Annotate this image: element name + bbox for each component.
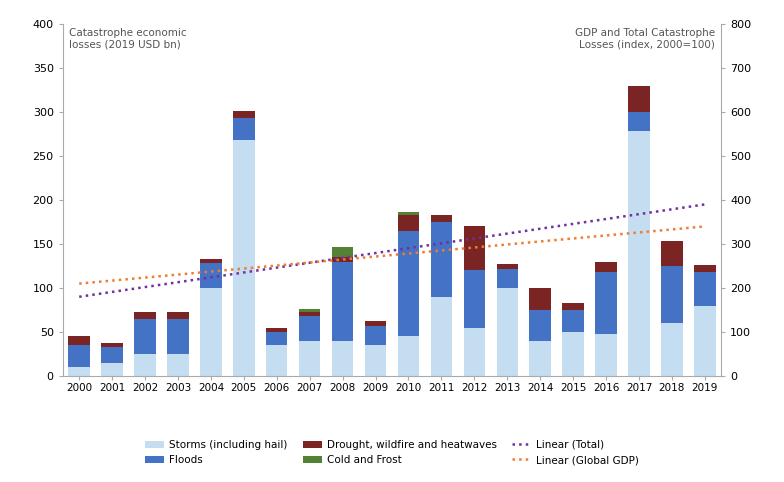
- Bar: [595, 262, 617, 272]
- Bar: [134, 312, 156, 319]
- Bar: [529, 310, 551, 341]
- Bar: [661, 323, 683, 376]
- Bar: [68, 367, 90, 376]
- Bar: [529, 288, 551, 310]
- Bar: [266, 345, 288, 376]
- Bar: [167, 354, 189, 376]
- Bar: [332, 247, 354, 257]
- Bar: [233, 140, 255, 376]
- Bar: [101, 347, 123, 363]
- Bar: [562, 332, 584, 376]
- Bar: [134, 354, 156, 376]
- Bar: [430, 215, 452, 222]
- Bar: [266, 332, 288, 345]
- Bar: [661, 266, 683, 323]
- Bar: [266, 328, 288, 332]
- Bar: [68, 336, 90, 345]
- Bar: [496, 264, 518, 268]
- Bar: [365, 345, 387, 376]
- Bar: [299, 312, 321, 316]
- Bar: [595, 272, 617, 334]
- Bar: [628, 112, 650, 132]
- Bar: [463, 328, 485, 376]
- Bar: [694, 272, 716, 306]
- Bar: [496, 268, 518, 288]
- Bar: [496, 288, 518, 376]
- Bar: [661, 241, 683, 266]
- Bar: [233, 118, 255, 140]
- Bar: [299, 341, 321, 376]
- Bar: [397, 336, 419, 376]
- Text: Catastrophe economic
losses (2019 USD bn): Catastrophe economic losses (2019 USD bn…: [69, 27, 187, 49]
- Bar: [233, 111, 255, 118]
- Bar: [200, 263, 222, 288]
- Bar: [200, 259, 222, 263]
- Bar: [397, 215, 419, 231]
- Bar: [365, 321, 387, 326]
- Bar: [299, 316, 321, 341]
- Bar: [167, 312, 189, 319]
- Bar: [332, 341, 354, 376]
- Bar: [134, 319, 156, 354]
- Bar: [101, 343, 123, 347]
- Bar: [562, 310, 584, 332]
- Legend: Storms (including hail), Floods, Drought, wildfire and heatwaves, Cold and Frost: Storms (including hail), Floods, Drought…: [140, 436, 644, 469]
- Bar: [101, 363, 123, 376]
- Bar: [628, 86, 650, 112]
- Bar: [430, 222, 452, 297]
- Bar: [463, 227, 485, 270]
- Bar: [397, 213, 419, 215]
- Text: GDP and Total Catastrophe
Losses (index, 2000=100): GDP and Total Catastrophe Losses (index,…: [575, 27, 715, 49]
- Bar: [332, 257, 354, 262]
- Bar: [430, 297, 452, 376]
- Bar: [365, 326, 387, 345]
- Bar: [595, 334, 617, 376]
- Bar: [694, 306, 716, 376]
- Bar: [68, 345, 90, 367]
- Bar: [299, 309, 321, 312]
- Bar: [397, 231, 419, 336]
- Bar: [332, 262, 354, 341]
- Bar: [529, 341, 551, 376]
- Bar: [628, 132, 650, 376]
- Bar: [167, 319, 189, 354]
- Bar: [562, 303, 584, 310]
- Bar: [463, 270, 485, 328]
- Bar: [694, 265, 716, 272]
- Bar: [200, 288, 222, 376]
